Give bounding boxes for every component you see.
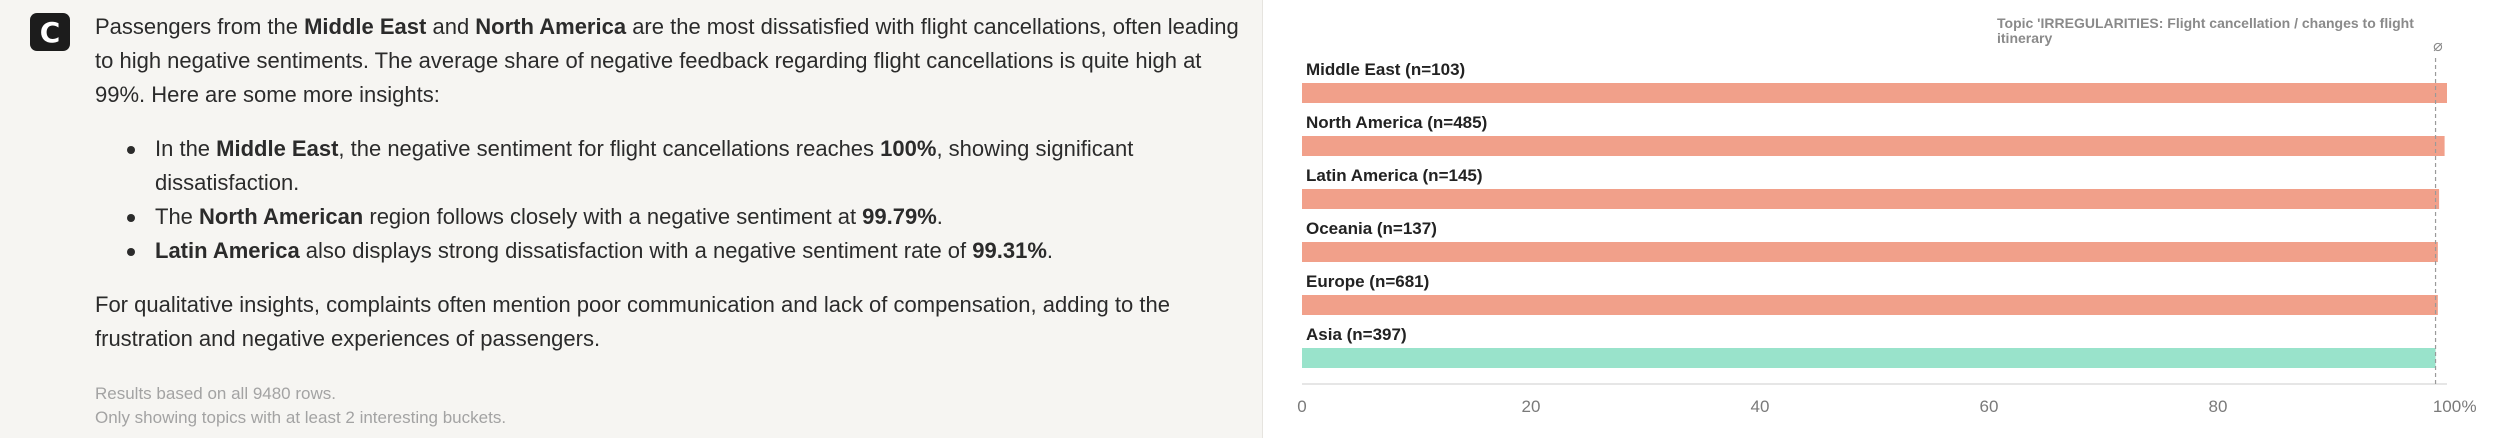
bar	[1302, 295, 2438, 315]
average-icon: ⌀	[2433, 38, 2443, 55]
message-paragraph-1: Passengers from the Middle East and Nort…	[95, 10, 1245, 112]
message-text: .	[936, 204, 943, 229]
insights-list: In the Middle East, the negative sentime…	[95, 132, 1245, 268]
results-footnote: Results based on all 9480 rows. Only sho…	[95, 382, 506, 430]
x-tick-label: 60	[1980, 397, 1999, 416]
bar	[1302, 348, 2436, 368]
message-paragraph-2: For qualitative insights, complaints oft…	[95, 288, 1245, 356]
category-label: North America (n=485)	[1306, 113, 1487, 132]
x-tick-label: 100	[2433, 397, 2461, 416]
bar	[1302, 242, 2438, 262]
footnote-rows: Results based on all 9480 rows.	[95, 384, 336, 403]
logo-letter: C	[39, 15, 61, 49]
message-text: For qualitative insights, complaints oft…	[95, 292, 1170, 351]
x-tick-label: 0	[1297, 397, 1306, 416]
message-text: Passengers from the	[95, 14, 305, 39]
message-text: In the	[155, 136, 217, 161]
x-tick-label: 20	[1522, 397, 1541, 416]
assistant-message: Passengers from the Middle East and Nort…	[95, 10, 1245, 356]
emphasis-text: Middle East	[216, 136, 339, 161]
bar	[1302, 189, 2440, 209]
insight-item: In the Middle East, the negative sentime…	[95, 132, 1245, 200]
insight-item: The North American region follows closel…	[95, 200, 1245, 234]
emphasis-text: Middle East	[304, 14, 427, 39]
chat-panel: C Passengers from the Middle East and No…	[30, 10, 1245, 430]
message-text: , the negative sentiment for flight canc…	[338, 136, 881, 161]
x-tick-label: 40	[1751, 397, 1770, 416]
category-label: Middle East (n=103)	[1306, 60, 1465, 79]
emphasis-text: North American	[199, 204, 364, 229]
category-label: Oceania (n=137)	[1306, 219, 1437, 238]
message-text: are the most dissatisfied with flight ca…	[95, 14, 1239, 107]
x-tick-label: 80	[2209, 397, 2228, 416]
emphasis-text: Latin America	[155, 238, 300, 263]
bar	[1302, 83, 2447, 103]
emphasis-text: 99.79%	[862, 204, 937, 229]
assistant-logo: C	[30, 13, 70, 51]
reference-line-label: Topic 'IRREGULARITIES: Flight cancellati…	[1997, 15, 2414, 46]
bar	[1302, 136, 2445, 156]
emphasis-text: North America	[475, 14, 627, 39]
category-label: Europe (n=681)	[1306, 272, 1429, 291]
x-axis-unit: %	[2461, 397, 2476, 416]
category-label: Asia (n=397)	[1306, 325, 1407, 344]
message-text: and	[426, 14, 476, 39]
message-text: region follows closely with a negative s…	[363, 204, 863, 229]
message-text: .	[1046, 238, 1054, 263]
message-text: , showing significant dissatisfaction.	[155, 136, 1134, 195]
message-text: also displays strong dissatisfaction wit…	[299, 238, 973, 263]
category-label: Latin America (n=145)	[1306, 166, 1483, 185]
footnote-filter: Only showing topics with at least 2 inte…	[95, 408, 507, 427]
emphasis-text: 100%	[880, 136, 937, 161]
message-text: The	[155, 204, 200, 229]
insight-item: Latin America also displays strong dissa…	[95, 234, 1245, 268]
emphasis-text: 99.31%	[972, 238, 1047, 263]
